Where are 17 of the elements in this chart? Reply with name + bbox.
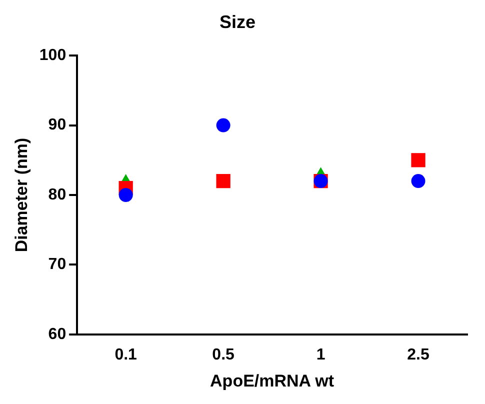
- x-tick-label: 1: [316, 346, 326, 364]
- x-axis-title: ApoE/mRNA wt: [210, 371, 334, 390]
- chart-title: Size: [219, 12, 256, 32]
- y-tick-label: 90: [48, 116, 66, 134]
- y-tick-label: 60: [48, 326, 66, 343]
- x-tick-label: 2.5: [407, 346, 430, 364]
- y-axis-title: Diameter (nm): [12, 138, 31, 252]
- y-tick-label: 80: [48, 186, 66, 204]
- point: [411, 153, 426, 168]
- point: [216, 174, 230, 188]
- y-tick-label: 100: [39, 47, 66, 64]
- x-tick-label: 0.5: [212, 346, 235, 364]
- point: [411, 174, 426, 188]
- point: [216, 118, 230, 132]
- y-tick-label: 70: [48, 256, 66, 274]
- point: [118, 188, 133, 202]
- x-tick-label: 0.1: [114, 346, 138, 364]
